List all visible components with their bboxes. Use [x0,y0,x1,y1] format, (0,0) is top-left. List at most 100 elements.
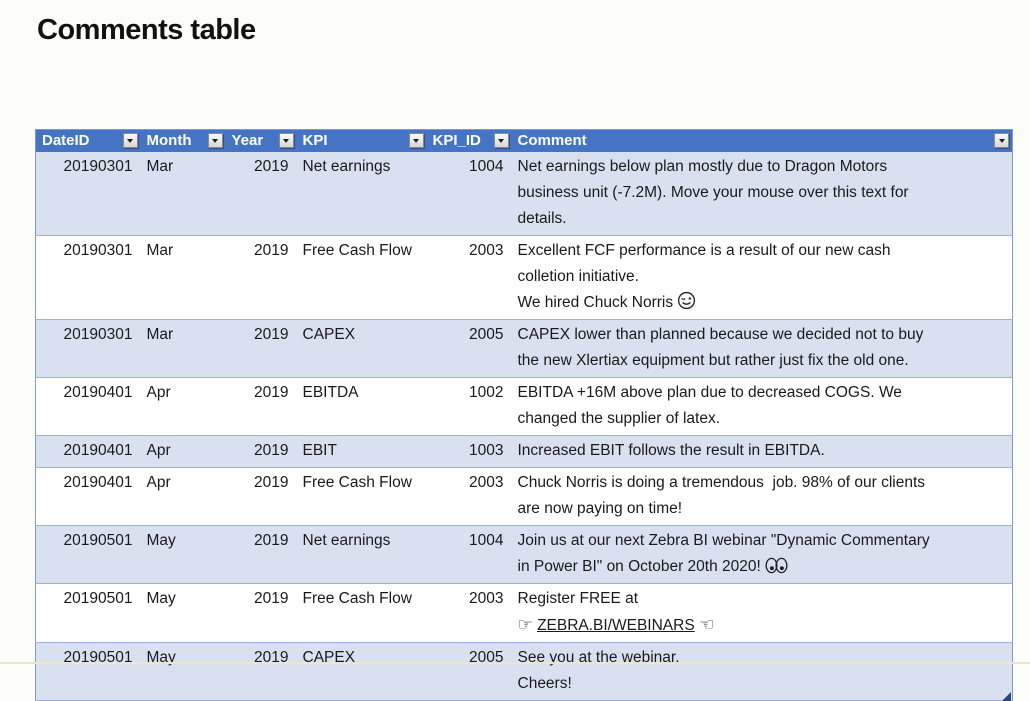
cell-year: 2019 [254,325,289,343]
cell-kpi_id: 1003 [469,441,504,459]
cell-kpi_id: 2005 [469,648,504,666]
table-row: 20190301 Mar 2019 Net earnings 1004 Net earni… [35,151,1013,236]
column-label-kpi_id: KPI_ID [432,132,481,150]
column-header-kpi_id: KPI_ID [426,129,512,152]
comment-line: details. [517,209,567,227]
filter-button-comment[interactable] [994,133,1009,149]
comment-line: Register FREE at [517,589,639,607]
filter-button-dateid[interactable] [122,133,138,149]
cell-month: Mar [146,241,174,259]
cell-kpi_id: 2003 [469,473,504,491]
comments-table-grid: DateID Month Year KPI KPI_ID Comment 20190301… [35,129,1013,701]
cell-year: 2019 [254,157,289,175]
cell-comment: CAPEX lower than planned because we deci… [512,319,1013,377]
comment-line: Increased EBIT follows the result in EBI… [517,441,825,459]
cell-kpi: CAPEX [302,648,356,666]
cell-year: 2019 [254,441,289,459]
comment-line: colletion initiative. [517,267,639,285]
comment-line: changed the supplier of latex. [517,409,721,427]
cell-kpi_id: 1002 [469,383,504,401]
eyes-emoji [765,554,788,580]
comment-line: EBITDA +16M above plan due to decreased … [517,383,902,401]
column-label-year: Year [231,132,264,150]
column-label-month: Month [146,132,192,150]
cell-dateid: 20190301 [63,241,133,259]
cell-kpi_id: 1004 [469,157,504,175]
column-header-year: Year [225,129,297,152]
cell-kpi: CAPEX [302,325,356,343]
comments-table: DateID Month Year KPI KPI_ID Comment 20190301… [35,129,1013,701]
cell-kpi: Free Cash Flow [302,473,412,491]
cell-kpi_id: 1004 [469,531,504,549]
cell-month: Apr [146,383,171,401]
cell-dateid: 20190301 [63,325,133,343]
column-header-comment: Comment [511,129,1013,152]
cell-month: Mar [146,325,174,343]
filter-dropdown-icon [998,139,1005,146]
cell-kpi: EBITDA [302,383,359,401]
webinar-link[interactable]: ZEBRA.BI/WEBINARS [537,616,695,634]
cell-comment: Increased EBIT follows the result in EBI… [512,435,1013,467]
cell-dateid: 20190501 [63,589,133,607]
comment-line: business unit (-7.2M). Move your mouse o… [517,183,909,201]
page-title: Comments table [37,14,256,46]
point-right-icon: ☞ [517,614,533,635]
column-label-comment: Comment [517,132,587,150]
filter-dropdown-icon [413,139,419,146]
cell-comment: Join us at our next Zebra BI webinar "Dy… [512,525,1013,583]
column-header-month: Month [140,129,226,152]
filter-dropdown-icon [127,139,133,146]
comment-line: We hired Chuck Norris [518,290,1007,316]
table-row: 20190301 Mar 2019 CAPEX 2005 CAPEX lower than… [35,319,1013,377]
column-header-kpi: KPI [296,129,427,152]
cell-kpi: Free Cash Flow [302,589,412,607]
wink-emoji [677,290,696,316]
filter-button-kpi_id[interactable] [493,133,509,149]
cell-year: 2019 [254,473,289,491]
cell-kpi: Net earnings [302,531,391,549]
filter-dropdown-icon [498,139,504,146]
table-row: 20190401 Apr 2019 EBITDA 1002 EBITDA +16M abo… [35,377,1013,435]
filter-dropdown-icon [283,139,289,146]
table-row: 20190301 Mar 2019 Free Cash Flow 2003 Excelle… [35,235,1013,319]
cell-year: 2019 [254,241,289,259]
cell-kpi_id: 2003 [469,589,504,607]
cell-dateid: 20190501 [63,531,133,549]
cell-month: May [146,589,176,607]
comment-line: CAPEX lower than planned because we deci… [517,325,924,343]
comment-line: in Power BI" on October 20th 2020! [518,554,1007,580]
comment-line: Net earnings below plan mostly due to Dr… [517,157,888,175]
table-resize-handle[interactable] [1002,691,1011,701]
table-row: 20190401 Apr 2019 Free Cash Flow 2003 Chuck N… [35,467,1013,525]
table-row: 20190501 May 2019 Free Cash Flow 2003 Registe… [35,583,1013,642]
cell-dateid: 20190401 [63,441,133,459]
cell-year: 2019 [254,531,289,549]
cell-year: 2019 [254,383,289,401]
cell-kpi: Free Cash Flow [302,241,412,259]
cell-kpi_id: 2005 [469,325,504,343]
cell-kpi: EBIT [302,441,337,459]
comment-line: Cheers! [517,674,572,692]
cell-year: 2019 [254,648,289,666]
comment-line: are now paying on time! [517,499,683,517]
table-header-row: DateID Month Year KPI KPI_ID Comment [35,129,1013,152]
cell-dateid: 20190301 [63,157,133,175]
cell-month: Apr [146,473,171,491]
cell-comment[interactable]: Net earnings below plan mostly due to Dr… [512,152,1013,236]
comment-line: the new Xlertiax equipment but rather ju… [517,351,909,369]
cell-month: Apr [146,441,171,459]
filter-button-month[interactable] [207,133,223,149]
filter-dropdown-icon [212,139,218,146]
table-row: 20190501 May 2019 CAPEX 2005 See you at the w… [35,642,1013,700]
table-row: 20190401 Apr 2019 EBIT 1003 Increased EBIT fo… [35,435,1013,467]
column-header-dateid: DateID [35,129,141,152]
slide-bottom-line [0,662,1030,664]
comment-line: Chuck Norris is doing a tremendous job. … [517,473,926,491]
comment-line: Join us at our next Zebra BI webinar "Dy… [517,531,930,549]
comment-line: See you at the webinar, [517,648,680,666]
filter-button-kpi[interactable] [408,133,424,149]
filter-button-year[interactable] [278,133,294,149]
point-left-icon: ☜ [699,614,715,635]
column-label-dateid: DateID [42,132,90,150]
cell-month: May [146,648,176,666]
